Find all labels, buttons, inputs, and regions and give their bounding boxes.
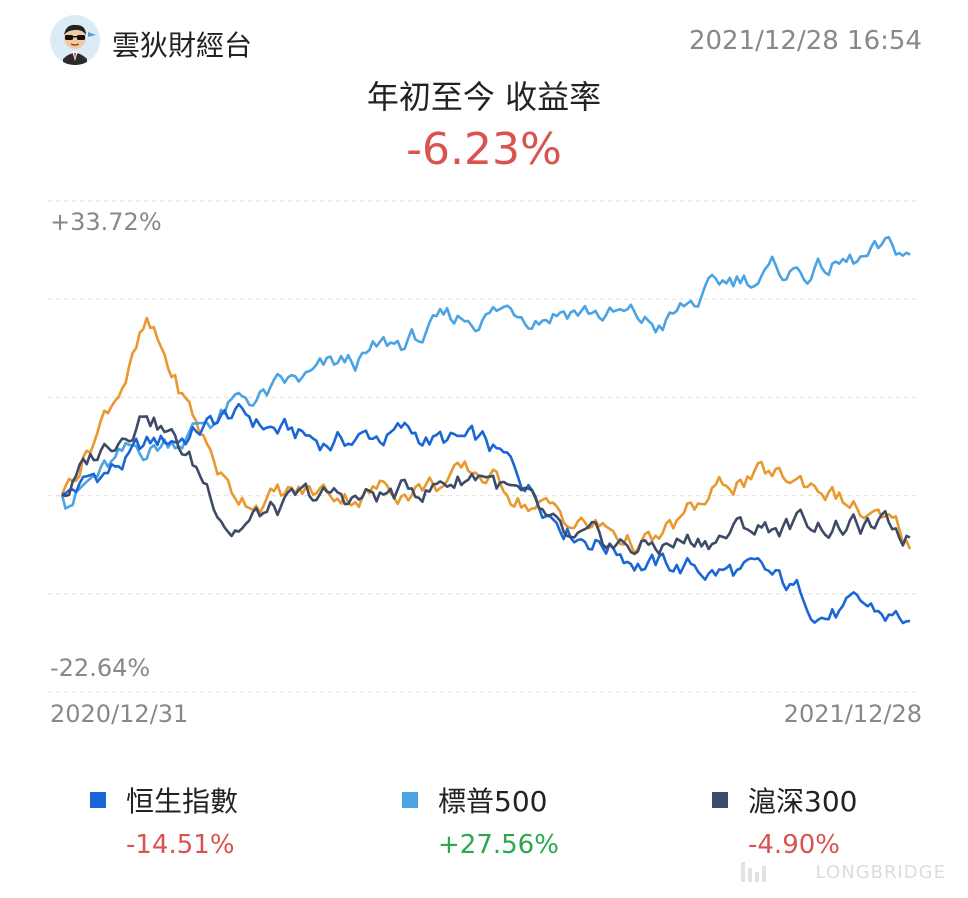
legend-item-hsi[interactable]: 恒生指數 -14.51%: [90, 780, 390, 870]
legend-value: -4.90%: [748, 830, 840, 860]
legend-item-sp500[interactable]: 標普500 +27.56%: [402, 780, 702, 870]
longbridge-logo-icon: [741, 862, 766, 882]
avatar[interactable]: [50, 15, 100, 65]
legend-name: 恒生指數: [126, 785, 239, 818]
legend-item-csi300[interactable]: 滬深300 -4.90%: [712, 780, 968, 870]
legend-swatch: [90, 792, 106, 808]
x-end-label: 2021/12/28: [783, 700, 922, 728]
series-line: [60, 235, 911, 510]
series-line: [61, 415, 911, 556]
chart-title: 年初至今 收益率: [366, 78, 602, 116]
series-line: [61, 402, 911, 625]
watermark: LONGBRIDGE: [815, 862, 946, 883]
legend-swatch: [712, 792, 728, 808]
series-line: [60, 316, 912, 555]
legend-name: 滬深300: [748, 785, 858, 818]
header: 雲狄財經台 2021/12/28 16:54: [0, 0, 968, 80]
legend-name: 標普500: [438, 785, 548, 818]
y-max-label: +33.72%: [50, 208, 162, 236]
y-min-label: -22.64%: [50, 654, 151, 682]
legend-value: -14.51%: [126, 830, 235, 860]
x-start-label: 2020/12/31: [50, 700, 189, 728]
author-name: 雲狄財經台: [112, 29, 253, 62]
avatar-sunglasses-icon: [50, 15, 100, 65]
legend-value: +27.56%: [438, 830, 559, 860]
timestamp: 2021/12/28 16:54: [688, 26, 922, 56]
legend-swatch: [402, 792, 418, 808]
return-value: -6.23%: [406, 124, 562, 175]
